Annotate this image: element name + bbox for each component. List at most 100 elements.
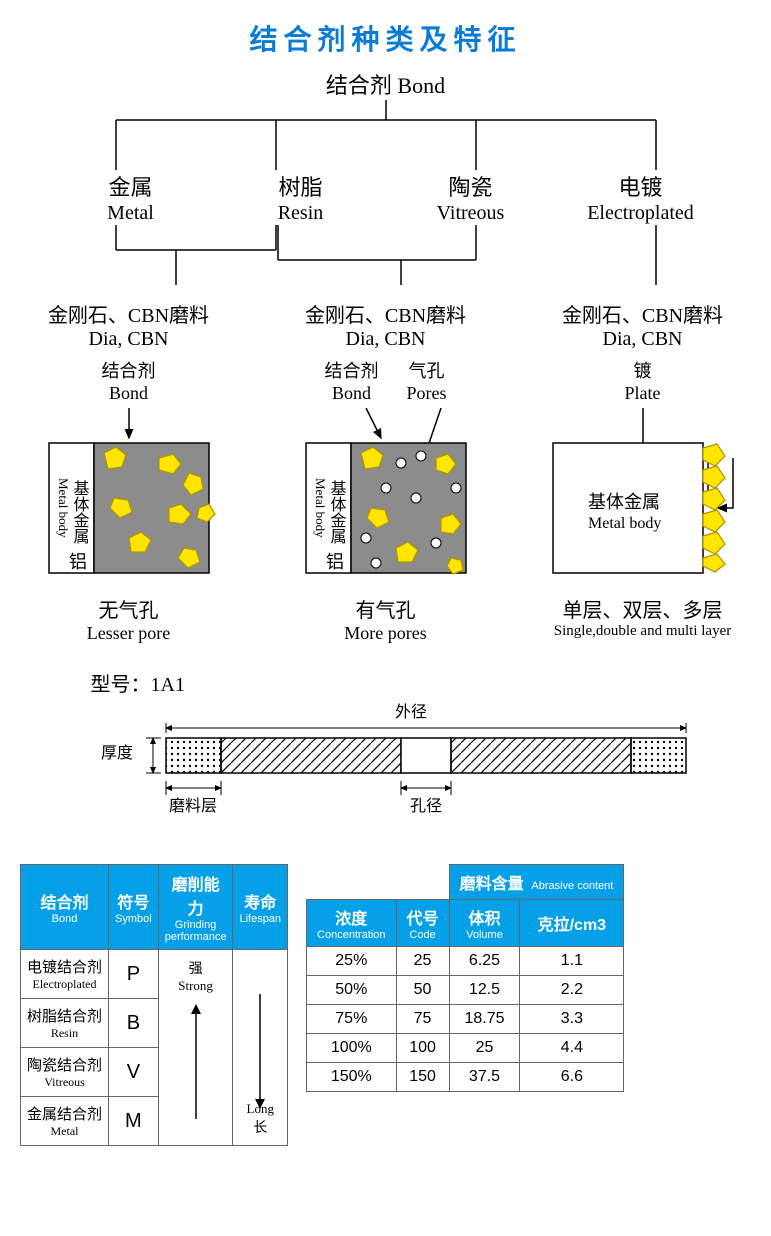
- panel2-bond-cn: 结合剂: [325, 361, 379, 381]
- tree-node-metal-cn: 金属: [108, 175, 152, 200]
- t2-group-header: 磨料含量 Abrasive content: [449, 865, 624, 900]
- cross-section-panels: 金刚石、CBN磨料 Dia, CBN 结合剂 Bond: [0, 299, 771, 644]
- t2-cell: 150%: [307, 1063, 397, 1092]
- t2-cell: 75%: [307, 1005, 397, 1034]
- abrasive-content-table: 磨料含量 Abrasive content 浓度Concentration 代号…: [306, 864, 624, 1092]
- panel2-pores-cn: 气孔: [409, 361, 445, 381]
- t2-cell: 3.3: [520, 1005, 624, 1034]
- tree-node-electro-cn: 电镀: [618, 175, 662, 200]
- t2h-vol: 体积Volume: [449, 900, 520, 947]
- t1-cell-symbol: B: [109, 999, 159, 1048]
- tree-node-resin-cn: 树脂: [278, 175, 322, 200]
- table-row: 25%256.251.1: [307, 947, 624, 976]
- t2-cell: 2.2: [520, 976, 624, 1005]
- panel3-footer-cn: 单层、双层、多层: [518, 594, 768, 623]
- svg-text:基体金属: 基体金属: [588, 492, 660, 512]
- model-abrasive-layer: 磨料层: [168, 797, 216, 815]
- t1h-grinding: 磨削能力Grinding performance: [158, 865, 233, 950]
- t2-cell: 50: [396, 976, 449, 1005]
- svg-text:铝: 铝: [69, 552, 87, 572]
- panel2-diagram: Metal body 基体金属 铝: [286, 408, 486, 588]
- panel2-pores-en: Pores: [407, 383, 447, 403]
- t2-cell: 6.25: [449, 947, 520, 976]
- t1h-lifespan: 寿命Lifespan: [233, 865, 288, 950]
- svg-text:基体金属: 基体金属: [327, 480, 346, 544]
- tree-node-vitreous: 陶瓷 Vitreous: [396, 170, 546, 225]
- tree-root-cn: 结合剂: [326, 73, 392, 98]
- model-label: 型号：1A1: [91, 668, 711, 697]
- panel1-footer-en: Lesser pore: [4, 623, 254, 644]
- t2h-conc: 浓度Concentration: [307, 900, 397, 947]
- t2h-carat: 克拉/cm3: [520, 900, 624, 947]
- panel3-plate-en: Plate: [625, 383, 661, 403]
- table-row: 150%15037.56.6: [307, 1063, 624, 1092]
- table-row: 100%100254.4: [307, 1034, 624, 1063]
- panel2-abrasive-cn: 金刚石、CBN磨料: [261, 299, 511, 328]
- tree-node-metal-en: Metal: [107, 202, 154, 224]
- tree-root-en: Bond: [397, 73, 445, 98]
- svg-text:Metal body: Metal body: [588, 515, 661, 532]
- page-title: 结合剂种类及特征: [0, 0, 771, 68]
- t1-grinding-arrow: 强Strong: [158, 950, 233, 1146]
- tables-row: 结合剂Bond 符号Symbol 磨削能力Grinding performanc…: [0, 838, 771, 1176]
- panel1-bond-cn: 结合剂: [102, 361, 156, 381]
- t1-cell-name: 树脂结合剂Resin: [21, 999, 109, 1048]
- t2-cell: 50%: [307, 976, 397, 1005]
- model-diagram: 外径 厚度 磨料层 孔径: [61, 703, 711, 833]
- t1-cell-symbol: V: [109, 1048, 159, 1097]
- panel-lesser-pore: 金刚石、CBN磨料 Dia, CBN 结合剂 Bond: [4, 299, 254, 644]
- tree-node-electro-en: Electroplated: [587, 202, 694, 224]
- tree-node-vitreous-en: Vitreous: [437, 202, 505, 224]
- tree-level1: 金属 Metal 树脂 Resin 陶瓷 Vitreous 电镀 Electro…: [26, 170, 746, 225]
- tree-lines-l2: [46, 225, 726, 285]
- panel2-abrasive-en: Dia, CBN: [261, 328, 511, 351]
- t1-cell-symbol: M: [109, 1097, 159, 1146]
- tree-node-vitreous-cn: 陶瓷: [448, 175, 492, 200]
- panel2-bond-en: Bond: [332, 383, 371, 403]
- model-bore: 孔径: [409, 797, 441, 815]
- tree-node-metal: 金属 Metal: [56, 170, 206, 225]
- model-1a1: 型号：1A1 外径 厚度 磨料层: [61, 668, 711, 838]
- t1-cell-name: 电镀结合剂Electroplated: [21, 950, 109, 999]
- panel3-plate-cn: 镀: [634, 361, 652, 381]
- panel3-abrasive-cn: 金刚石、CBN磨料: [518, 299, 768, 328]
- svg-text:基体金属: 基体金属: [70, 480, 89, 544]
- t2-cell: 6.6: [520, 1063, 624, 1092]
- t2-cell: 4.4: [520, 1034, 624, 1063]
- t1-cell-symbol: P: [109, 950, 159, 999]
- panel-more-pores: 金刚石、CBN磨料 Dia, CBN 结合剂 Bond 气孔 Pores: [261, 299, 511, 644]
- t2-cell: 75: [396, 1005, 449, 1034]
- t2-cell: 18.75: [449, 1005, 520, 1034]
- table-row: 75%7518.753.3: [307, 1005, 624, 1034]
- t2-cell: 1.1: [520, 947, 624, 976]
- panel1-abrasive-en: Dia, CBN: [4, 328, 254, 351]
- panel3-diagram: 基体金属 Metal body: [533, 408, 753, 588]
- panel3-footer: 单层、双层、多层 Single,double and multi layer: [518, 594, 768, 640]
- panel3-footer-en: Single,double and multi layer: [518, 623, 768, 640]
- t1h-symbol: 符号Symbol: [109, 865, 159, 950]
- tree-node-resin: 树脂 Resin: [226, 170, 376, 225]
- t2-cell: 25%: [307, 947, 397, 976]
- t2-cell: 37.5: [449, 1063, 520, 1092]
- t2h-code: 代号Code: [396, 900, 449, 947]
- t2-cell: 100%: [307, 1034, 397, 1063]
- t1-cell-name: 陶瓷结合剂Vitreous: [21, 1048, 109, 1097]
- table-row: 50%5012.52.2: [307, 976, 624, 1005]
- panel3-abrasive-en: Dia, CBN: [518, 328, 768, 351]
- panel-electroplated: 金刚石、CBN磨料 Dia, CBN 镀 Plate: [518, 299, 768, 644]
- svg-text:铝: 铝: [326, 552, 344, 572]
- tree-node-resin-en: Resin: [278, 202, 324, 224]
- svg-text:Metal body: Metal body: [313, 478, 328, 538]
- t2-cell: 12.5: [449, 976, 520, 1005]
- tree-lines-l1: [46, 100, 726, 170]
- panel2-footer-cn: 有气孔: [261, 594, 511, 623]
- page-title-text: 结合剂种类及特征: [249, 24, 521, 55]
- panel1-bond-en: Bond: [109, 383, 148, 403]
- bond-tree: 结合剂 Bond 金属 Metal 树脂 Resin 陶瓷 Vitreous: [26, 68, 746, 295]
- table-row: 电镀结合剂ElectroplatedP强StrongLong长: [21, 950, 288, 999]
- panel1-abrasive-cn: 金刚石、CBN磨料: [4, 299, 254, 328]
- t2-cell: 150: [396, 1063, 449, 1092]
- t1-lifespan-arrow: Long长: [233, 950, 288, 1146]
- model-outer-dia: 外径: [394, 703, 426, 721]
- panel1-footer-cn: 无气孔: [4, 594, 254, 623]
